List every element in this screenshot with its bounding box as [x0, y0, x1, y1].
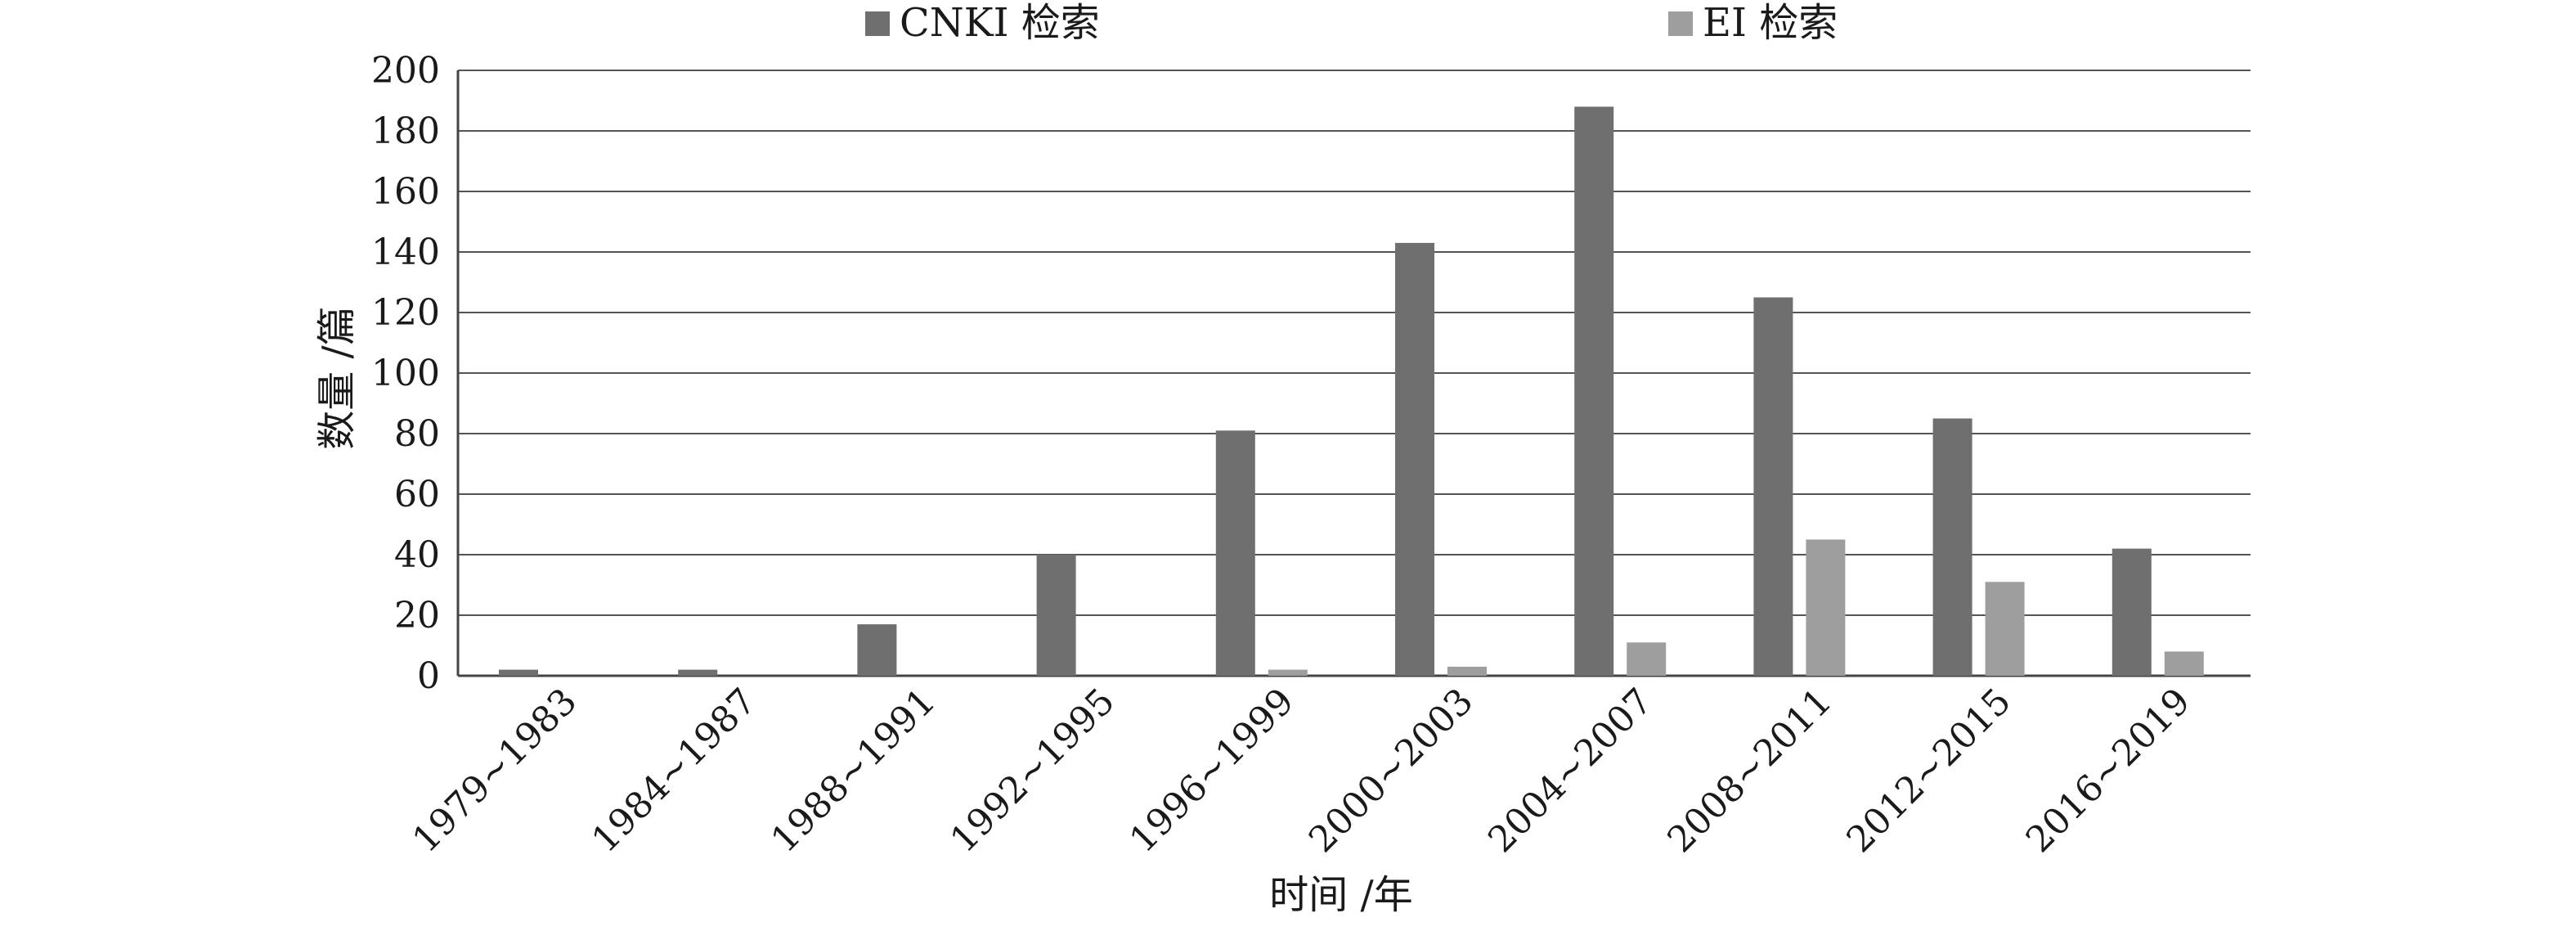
- x-tick-label: 1984~1987: [584, 681, 764, 861]
- bar-ei: [1627, 642, 1667, 676]
- y-tick-label: 160: [371, 171, 440, 213]
- bar-ei: [1985, 582, 2025, 676]
- x-tick-label: 2016~2019: [2018, 681, 2198, 861]
- x-axis-title: 时间 /年: [1269, 872, 1412, 918]
- bar-cnki: [1753, 297, 1793, 676]
- y-tick-label: 100: [371, 353, 440, 394]
- y-axis-ticks: 0 20 40 60 80 100 120 140 160 180 200: [371, 50, 440, 697]
- y-axis-title: 数量 /篇: [314, 306, 360, 449]
- y-tick-label: 80: [394, 413, 440, 455]
- bar-cnki: [857, 624, 897, 676]
- legend-swatch: [865, 11, 890, 36]
- x-tick-label: 1988~1991: [763, 681, 943, 861]
- bar-cnki: [2112, 548, 2152, 676]
- x-tick-label: 2000~2003: [1301, 681, 1481, 861]
- y-tick-label: 120: [371, 292, 440, 334]
- bar-ei: [1806, 539, 1846, 676]
- bar-ei: [1268, 669, 1308, 676]
- legend-label: CNKI 检索: [900, 0, 1100, 46]
- x-tick-label: 2008~2011: [1659, 681, 1839, 861]
- y-tick-label: 60: [394, 474, 440, 515]
- y-tick-label: 0: [417, 655, 440, 697]
- y-tick-label: 20: [394, 595, 440, 636]
- x-tick-label: 1996~1999: [1122, 681, 1302, 861]
- bar-cnki: [678, 669, 718, 676]
- legend-label: EI 检索: [1703, 0, 1838, 46]
- legend-swatch: [1668, 11, 1693, 36]
- bar-cnki: [1932, 418, 1972, 676]
- y-tick-label: 200: [371, 50, 440, 92]
- gridlines: [456, 70, 2251, 677]
- y-tick-label: 140: [371, 232, 440, 273]
- bar-ei: [1447, 666, 1487, 676]
- bar-cnki: [1036, 555, 1076, 676]
- bar-cnki: [1574, 106, 1614, 676]
- y-tick-label: 40: [394, 534, 440, 576]
- x-tick-label: 2012~2015: [1838, 681, 2018, 861]
- x-axis-ticks: 1979~19831984~19871988~19911992~19951996…: [405, 681, 2198, 861]
- x-tick-label: 1992~1995: [942, 681, 1122, 861]
- legend: CNKI 检索 EI 检索: [865, 0, 1838, 46]
- y-tick-label: 180: [371, 110, 440, 152]
- x-tick-label: 1979~1983: [405, 681, 585, 861]
- bar-cnki: [499, 669, 538, 676]
- bar-ei: [2164, 651, 2204, 676]
- bars: [499, 106, 2204, 676]
- bar-cnki: [1215, 430, 1255, 676]
- x-tick-label: 2004~2007: [1480, 681, 1660, 861]
- bar-cnki: [1395, 242, 1434, 676]
